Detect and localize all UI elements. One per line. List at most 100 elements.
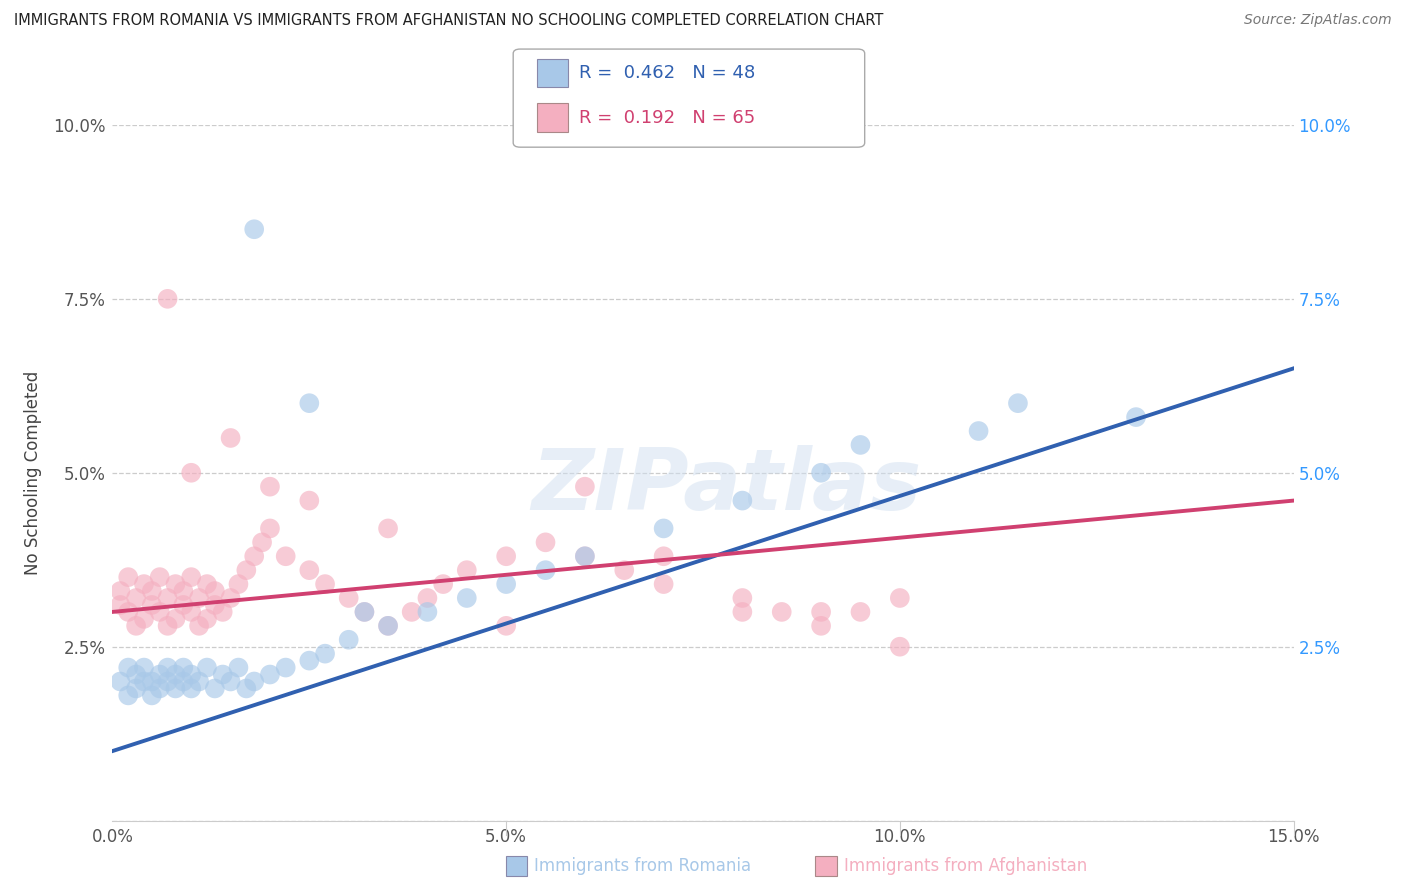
Point	[172, 674, 194, 689]
Point	[165, 681, 187, 696]
Point	[574, 549, 596, 564]
Point	[353, 605, 375, 619]
Point	[534, 535, 557, 549]
Point	[165, 577, 187, 591]
Point	[219, 674, 242, 689]
Point	[156, 674, 179, 689]
Point	[731, 591, 754, 605]
Point	[849, 605, 872, 619]
Point	[117, 605, 139, 619]
Point	[243, 222, 266, 236]
Point	[117, 689, 139, 703]
Point	[534, 563, 557, 577]
Point	[495, 549, 517, 564]
Point	[180, 466, 202, 480]
Point	[416, 591, 439, 605]
Point	[889, 640, 911, 654]
Text: ZIPatlas: ZIPatlas	[531, 445, 922, 528]
Point	[495, 577, 517, 591]
Point	[125, 681, 148, 696]
Point	[165, 667, 187, 681]
Point	[149, 681, 172, 696]
Point	[195, 612, 218, 626]
Point	[849, 438, 872, 452]
Text: Immigrants from Romania: Immigrants from Romania	[534, 857, 751, 875]
Point	[652, 521, 675, 535]
Point	[125, 619, 148, 633]
Point	[172, 584, 194, 599]
Point	[259, 480, 281, 494]
Point	[141, 674, 163, 689]
Point	[401, 605, 423, 619]
Point	[149, 605, 172, 619]
Point	[314, 647, 336, 661]
Text: IMMIGRANTS FROM ROMANIA VS IMMIGRANTS FROM AFGHANISTAN NO SCHOOLING COMPLETED CO: IMMIGRANTS FROM ROMANIA VS IMMIGRANTS FR…	[14, 13, 883, 29]
Point	[770, 605, 793, 619]
Point	[810, 605, 832, 619]
Point	[298, 396, 321, 410]
Point	[141, 584, 163, 599]
Point	[967, 424, 990, 438]
Point	[298, 654, 321, 668]
Point	[156, 591, 179, 605]
Point	[132, 660, 155, 674]
Point	[180, 667, 202, 681]
Point	[243, 674, 266, 689]
Point	[377, 619, 399, 633]
Point	[243, 549, 266, 564]
Point	[377, 619, 399, 633]
Text: Source: ZipAtlas.com: Source: ZipAtlas.com	[1244, 13, 1392, 28]
Point	[432, 577, 454, 591]
Point	[235, 681, 257, 696]
Point	[156, 619, 179, 633]
Point	[188, 674, 211, 689]
Point	[613, 563, 636, 577]
Point	[574, 549, 596, 564]
Point	[889, 591, 911, 605]
Point	[416, 605, 439, 619]
Point	[188, 591, 211, 605]
Point	[204, 681, 226, 696]
Point	[180, 605, 202, 619]
Point	[228, 577, 250, 591]
Point	[180, 570, 202, 584]
Point	[274, 660, 297, 674]
Point	[132, 577, 155, 591]
Point	[204, 584, 226, 599]
Point	[172, 598, 194, 612]
Point	[235, 563, 257, 577]
Point	[132, 674, 155, 689]
Point	[495, 619, 517, 633]
Point	[188, 619, 211, 633]
Point	[810, 619, 832, 633]
Point	[337, 591, 360, 605]
Point	[298, 493, 321, 508]
Point	[117, 570, 139, 584]
Text: Immigrants from Afghanistan: Immigrants from Afghanistan	[844, 857, 1087, 875]
Point	[149, 667, 172, 681]
Point	[141, 598, 163, 612]
Point	[180, 681, 202, 696]
Point	[219, 431, 242, 445]
Point	[149, 570, 172, 584]
Point	[810, 466, 832, 480]
Point	[211, 605, 233, 619]
Point	[156, 292, 179, 306]
Point	[652, 549, 675, 564]
Point	[353, 605, 375, 619]
Point	[125, 667, 148, 681]
Point	[314, 577, 336, 591]
Point	[195, 577, 218, 591]
Point	[132, 612, 155, 626]
Y-axis label: No Schooling Completed: No Schooling Completed	[24, 371, 42, 574]
Point	[1125, 410, 1147, 425]
Point	[652, 577, 675, 591]
Point	[211, 667, 233, 681]
Point	[156, 660, 179, 674]
Point	[259, 667, 281, 681]
Point	[456, 563, 478, 577]
Point	[731, 605, 754, 619]
Point	[259, 521, 281, 535]
Point	[1007, 396, 1029, 410]
Point	[125, 591, 148, 605]
